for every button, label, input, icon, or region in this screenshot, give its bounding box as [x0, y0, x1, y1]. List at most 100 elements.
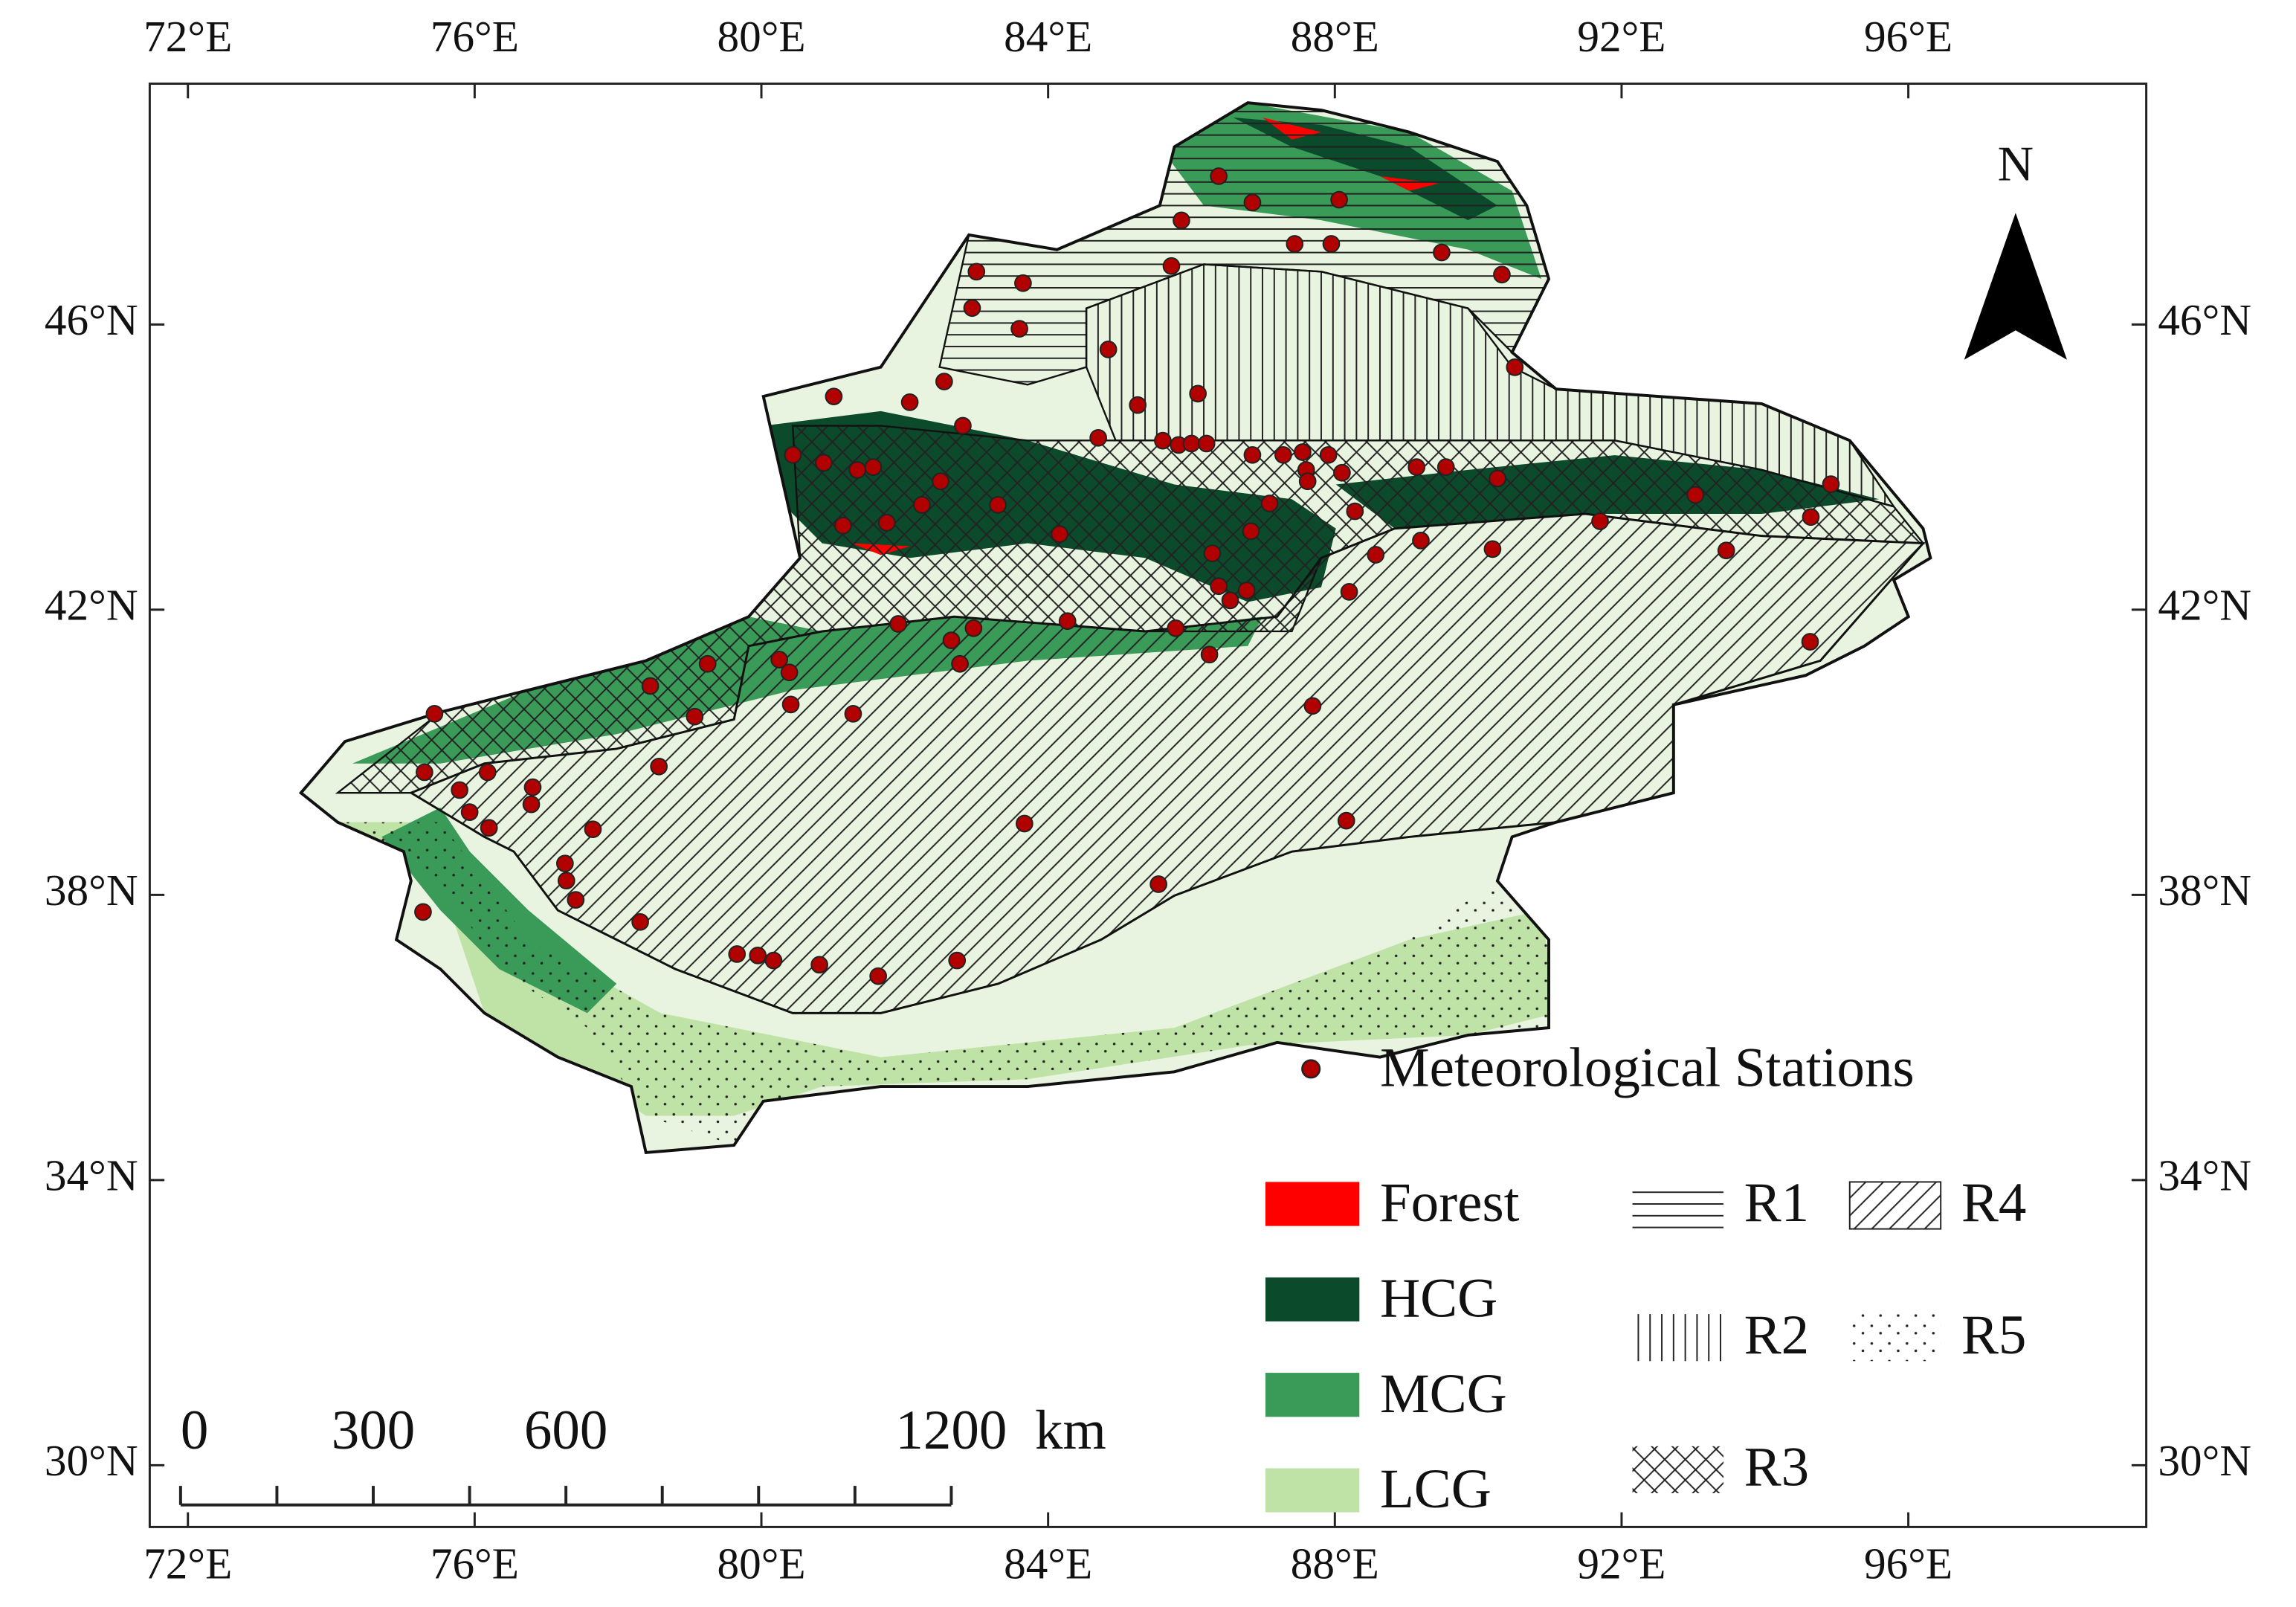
x-tick-label: 96°E — [1864, 1539, 1952, 1588]
station — [749, 947, 767, 964]
station — [1200, 645, 1219, 664]
y-tick-label: 38°N — [2158, 866, 2251, 915]
station — [954, 416, 972, 435]
station — [451, 781, 468, 799]
legend-label: R3 — [1744, 1437, 1810, 1498]
station — [1274, 445, 1292, 464]
station — [1203, 544, 1222, 562]
station — [963, 299, 981, 318]
station — [1210, 167, 1228, 185]
x-tick-label: 92°E — [1577, 1539, 1665, 1588]
station — [1182, 434, 1201, 453]
station — [834, 516, 852, 535]
station — [1089, 428, 1107, 447]
station — [1154, 431, 1172, 450]
station — [1051, 525, 1068, 544]
station — [869, 967, 888, 985]
station — [1010, 320, 1028, 338]
station — [784, 445, 802, 464]
station — [913, 496, 931, 514]
region-r5 — [338, 822, 1550, 1146]
legend-swatch — [1632, 1182, 1723, 1229]
station — [1014, 274, 1032, 292]
station — [844, 704, 862, 723]
station — [1483, 540, 1502, 558]
station — [698, 654, 717, 673]
station — [1015, 814, 1033, 833]
station — [631, 912, 649, 931]
north-arrow — [1964, 213, 2067, 360]
station — [948, 951, 967, 970]
station — [1333, 463, 1351, 482]
legend-swatch — [1265, 1468, 1360, 1513]
station — [1367, 546, 1385, 564]
station — [1162, 257, 1181, 275]
scale-label: 600 — [524, 1400, 608, 1461]
legend-label: R1 — [1744, 1172, 1810, 1234]
x-tick-label: 88°E — [1291, 1539, 1379, 1588]
scale-label: 300 — [332, 1400, 416, 1461]
legend-swatch — [1848, 1181, 1942, 1230]
station — [1242, 522, 1260, 541]
station — [567, 891, 585, 909]
x-tick-label: 96°E — [1864, 12, 1952, 61]
scale-label: 0 — [181, 1400, 209, 1461]
station — [1167, 619, 1185, 637]
station — [1298, 472, 1317, 491]
station — [825, 387, 843, 406]
y-tick-label: 42°N — [2158, 580, 2251, 629]
station — [1319, 445, 1338, 464]
station — [416, 763, 433, 782]
station — [864, 458, 883, 476]
station — [1129, 396, 1147, 414]
station — [460, 803, 479, 821]
station — [478, 763, 497, 782]
station — [522, 795, 541, 814]
station — [1412, 532, 1430, 550]
station — [848, 461, 867, 479]
x-tick-label: 84°E — [1004, 12, 1092, 61]
legend-label: MCG — [1380, 1363, 1507, 1425]
y-tick-label: 42°N — [45, 580, 138, 629]
x-tick-label: 72°E — [144, 1539, 232, 1588]
legend-label: LCG — [1380, 1458, 1492, 1520]
station — [764, 951, 783, 970]
y-tick-label: 30°N — [2158, 1436, 2251, 1485]
station — [1591, 512, 1609, 530]
station — [1149, 875, 1167, 893]
station — [1802, 508, 1820, 526]
station — [480, 819, 498, 837]
legend-label: Meteorological Stations — [1380, 1037, 1915, 1099]
x-tick-label: 88°E — [1291, 12, 1379, 61]
y-tick-label: 38°N — [45, 866, 138, 915]
station — [1173, 211, 1190, 230]
station — [989, 496, 1007, 514]
scale-bar: 0 300 600 1200 km — [178, 1400, 1106, 1507]
y-tick-label: 34°N — [45, 1150, 138, 1199]
station — [964, 619, 983, 637]
station — [425, 704, 444, 723]
station — [1346, 502, 1364, 521]
legend-label: HCG — [1380, 1268, 1497, 1330]
legend-label: R2 — [1744, 1304, 1810, 1366]
station — [1243, 445, 1262, 464]
station — [584, 820, 602, 839]
station — [942, 631, 961, 649]
station-layer — [414, 167, 1840, 985]
station — [877, 514, 896, 532]
station — [967, 263, 986, 281]
legend-swatch — [1265, 1182, 1360, 1226]
station — [770, 651, 788, 669]
legend-label: R4 — [1961, 1172, 2027, 1234]
station — [1717, 541, 1735, 560]
station — [935, 373, 953, 390]
station — [1493, 265, 1511, 284]
x-tick-label: 72°E — [144, 12, 232, 61]
station — [1294, 443, 1312, 461]
station — [1210, 577, 1228, 596]
x-tick-label: 92°E — [1577, 12, 1665, 61]
legend-swatch — [1265, 1277, 1360, 1321]
station — [900, 393, 919, 411]
x-tick-label: 80°E — [717, 12, 805, 61]
